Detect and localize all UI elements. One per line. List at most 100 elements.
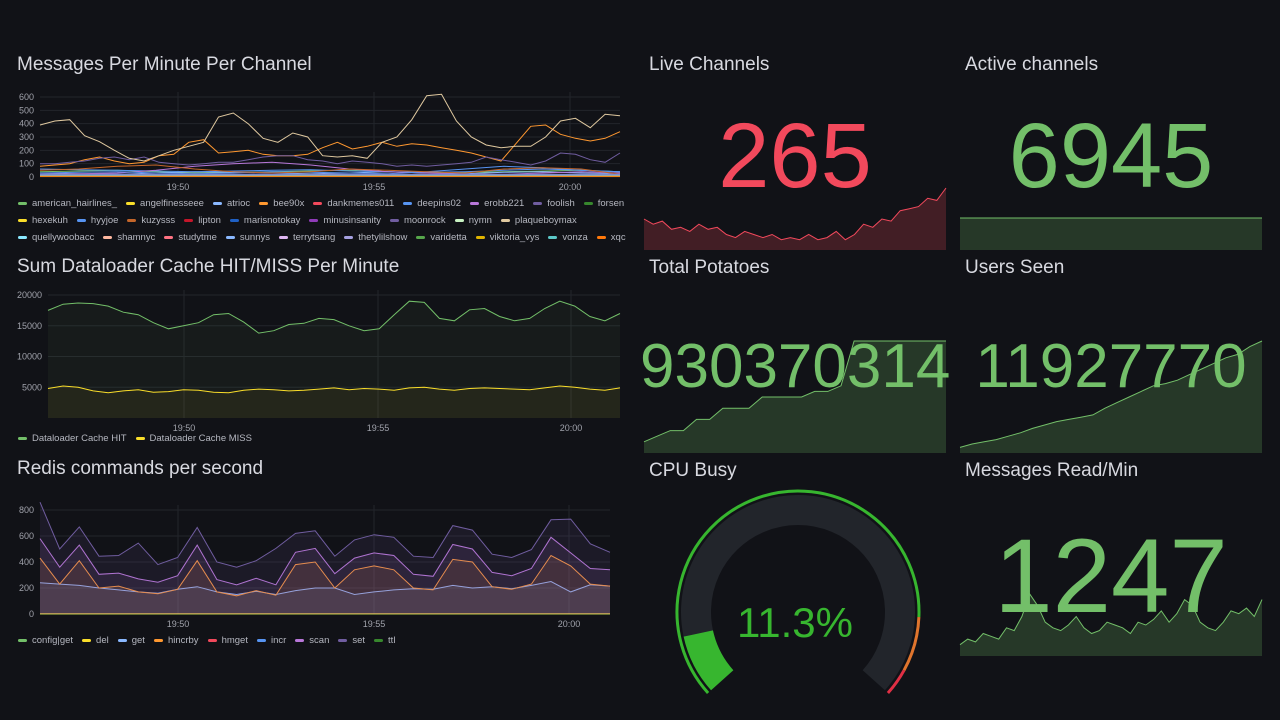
legend-item[interactable]: foolish — [533, 198, 575, 209]
legend-item[interactable]: shamnyc — [103, 232, 155, 243]
legend-item[interactable]: erobb221 — [470, 198, 524, 209]
legend-swatch — [403, 202, 413, 205]
legend-item[interactable]: ttl — [374, 635, 395, 646]
redis-chart[interactable]: 0 200 400 600 800 19:50 19:55 20:00 — [8, 452, 628, 632]
legend-item[interactable]: american_hairlines_ — [18, 198, 117, 209]
legend-item[interactable]: plaqueboymax — [500, 215, 577, 226]
legend-item[interactable]: bee90x — [259, 198, 304, 209]
legend-item[interactable]: hyyjoe — [76, 215, 118, 226]
legend-swatch — [338, 639, 348, 642]
panel-title: CPU Busy — [649, 460, 737, 481]
y-tick-label: 0 — [29, 172, 34, 182]
legend-item[interactable]: marisnotokay — [229, 215, 300, 226]
legend-item[interactable]: set — [338, 635, 365, 646]
legend-item[interactable]: minusinsanity — [309, 215, 381, 226]
legend-label: plaqueboymax — [514, 215, 577, 226]
legend-item[interactable]: forsen — [583, 198, 624, 209]
series-line[interactable] — [39, 165, 621, 175]
legend-swatch — [279, 236, 288, 239]
series-line[interactable] — [39, 161, 621, 175]
cache-chart[interactable]: 5000 10000 15000 20000 19:50 19:55 20:00 — [8, 250, 628, 433]
legend-item[interactable]: del — [82, 635, 109, 646]
legend-item[interactable]: vonza — [548, 232, 588, 243]
legend-label: moonrock — [403, 215, 446, 226]
legend-label: get — [131, 635, 145, 646]
cache-legend: Dataloader Cache HIT Dataloader Cache MIS… — [18, 433, 628, 444]
y-tick-label: 600 — [19, 531, 34, 541]
series-line[interactable] — [39, 93, 621, 162]
legend-item[interactable]: moonrock — [389, 215, 446, 226]
legend-item[interactable]: terrytsang — [279, 232, 335, 243]
legend-swatch — [212, 202, 222, 205]
x-tick-label: 19:55 — [363, 182, 386, 192]
stat-value: 6945 — [1008, 105, 1214, 207]
legend-item[interactable]: incr — [256, 635, 286, 646]
legend-swatch — [127, 219, 137, 222]
sparkline-area — [644, 188, 946, 250]
legend-label: bee90x — [273, 198, 305, 209]
sparkline-line — [643, 187, 947, 241]
legend-item[interactable]: Dataloader Cache MISS — [135, 433, 252, 444]
legend-item[interactable]: studytme — [164, 232, 217, 243]
legend-item[interactable]: Dataloader Cache HIT — [18, 433, 127, 444]
series-line[interactable] — [39, 554, 611, 597]
legend-swatch — [344, 236, 354, 239]
legend-label: xqc — [610, 232, 626, 243]
y-tick-label: 400 — [19, 557, 34, 567]
legend-item[interactable]: hmget — [207, 635, 248, 646]
legend-item[interactable]: hexekuh — [18, 215, 68, 226]
legend-item[interactable]: angelfinesseee — [126, 198, 204, 209]
panel-title: Messages Per Minute Per Channel — [17, 54, 312, 75]
legend-item[interactable]: scan — [295, 635, 329, 646]
series-line[interactable] — [40, 152, 621, 167]
sparkline — [959, 340, 1263, 453]
sparkline — [643, 187, 947, 250]
legend-item[interactable]: thetylilshow — [344, 232, 407, 243]
y-tick-label: 15000 — [17, 321, 42, 331]
legend-swatch — [389, 219, 399, 222]
sparkline-area — [960, 594, 1262, 656]
legend-swatch — [256, 639, 266, 642]
legend-item[interactable]: lipton — [184, 215, 221, 226]
x-tick-label: 19:50 — [167, 182, 190, 192]
legend-item[interactable]: xqc — [596, 232, 626, 243]
sparkline — [959, 592, 1263, 656]
series-area — [40, 581, 610, 614]
total-potatoes-panel: Total Potatoes 930370314 — [640, 251, 950, 453]
series-line[interactable] — [39, 171, 621, 175]
legend-item[interactable]: get — [117, 635, 145, 646]
legend-item[interactable]: quellywoobacc — [18, 232, 94, 243]
legend-item[interactable]: deepins02 — [403, 198, 461, 209]
series-line[interactable] — [39, 164, 621, 175]
cache-panel: Sum Dataloader Cache HIT/MISS Per Minute… — [8, 250, 628, 450]
sparkline — [960, 217, 1262, 250]
legend-label: del — [96, 635, 109, 646]
legend-item[interactable]: config|get — [18, 635, 73, 646]
legend-swatch — [475, 236, 485, 239]
cpu-busy-panel: CPU Busy 11.3% — [640, 454, 950, 694]
series-line[interactable] — [47, 300, 621, 334]
legend-item[interactable]: viktoria_vys — [475, 232, 539, 243]
series-line[interactable] — [39, 502, 611, 568]
series-line[interactable] — [39, 124, 621, 167]
legend-label: studytme — [178, 232, 217, 243]
legend-item[interactable]: varidetta — [416, 232, 467, 243]
legend-item[interactable]: dankmemes011 — [313, 198, 394, 209]
threshold-green — [675, 489, 921, 694]
legend-label: lipton — [198, 215, 221, 226]
sparkline-line — [959, 592, 1263, 646]
series-area — [48, 386, 620, 418]
legend-item[interactable]: sunnys — [225, 232, 270, 243]
series-line[interactable] — [39, 536, 611, 586]
series-line[interactable] — [47, 385, 621, 394]
sparkline-area — [960, 341, 1262, 453]
legend-item[interactable]: nymn — [454, 215, 492, 226]
legend-item[interactable]: atrioc — [212, 198, 250, 209]
legend-swatch — [207, 639, 217, 642]
active-channels-panel: Active channels 6945 — [956, 48, 1266, 250]
messages-chart[interactable]: 0 100 200 300 400 500 600 19:50 19:55 20:00 — [8, 48, 628, 198]
legend-item[interactable]: kuzysss — [127, 215, 175, 226]
users-seen-panel: Users Seen 11927770 — [956, 251, 1266, 453]
sparkline-line — [959, 340, 1263, 448]
legend-item[interactable]: hincrby — [153, 635, 199, 646]
